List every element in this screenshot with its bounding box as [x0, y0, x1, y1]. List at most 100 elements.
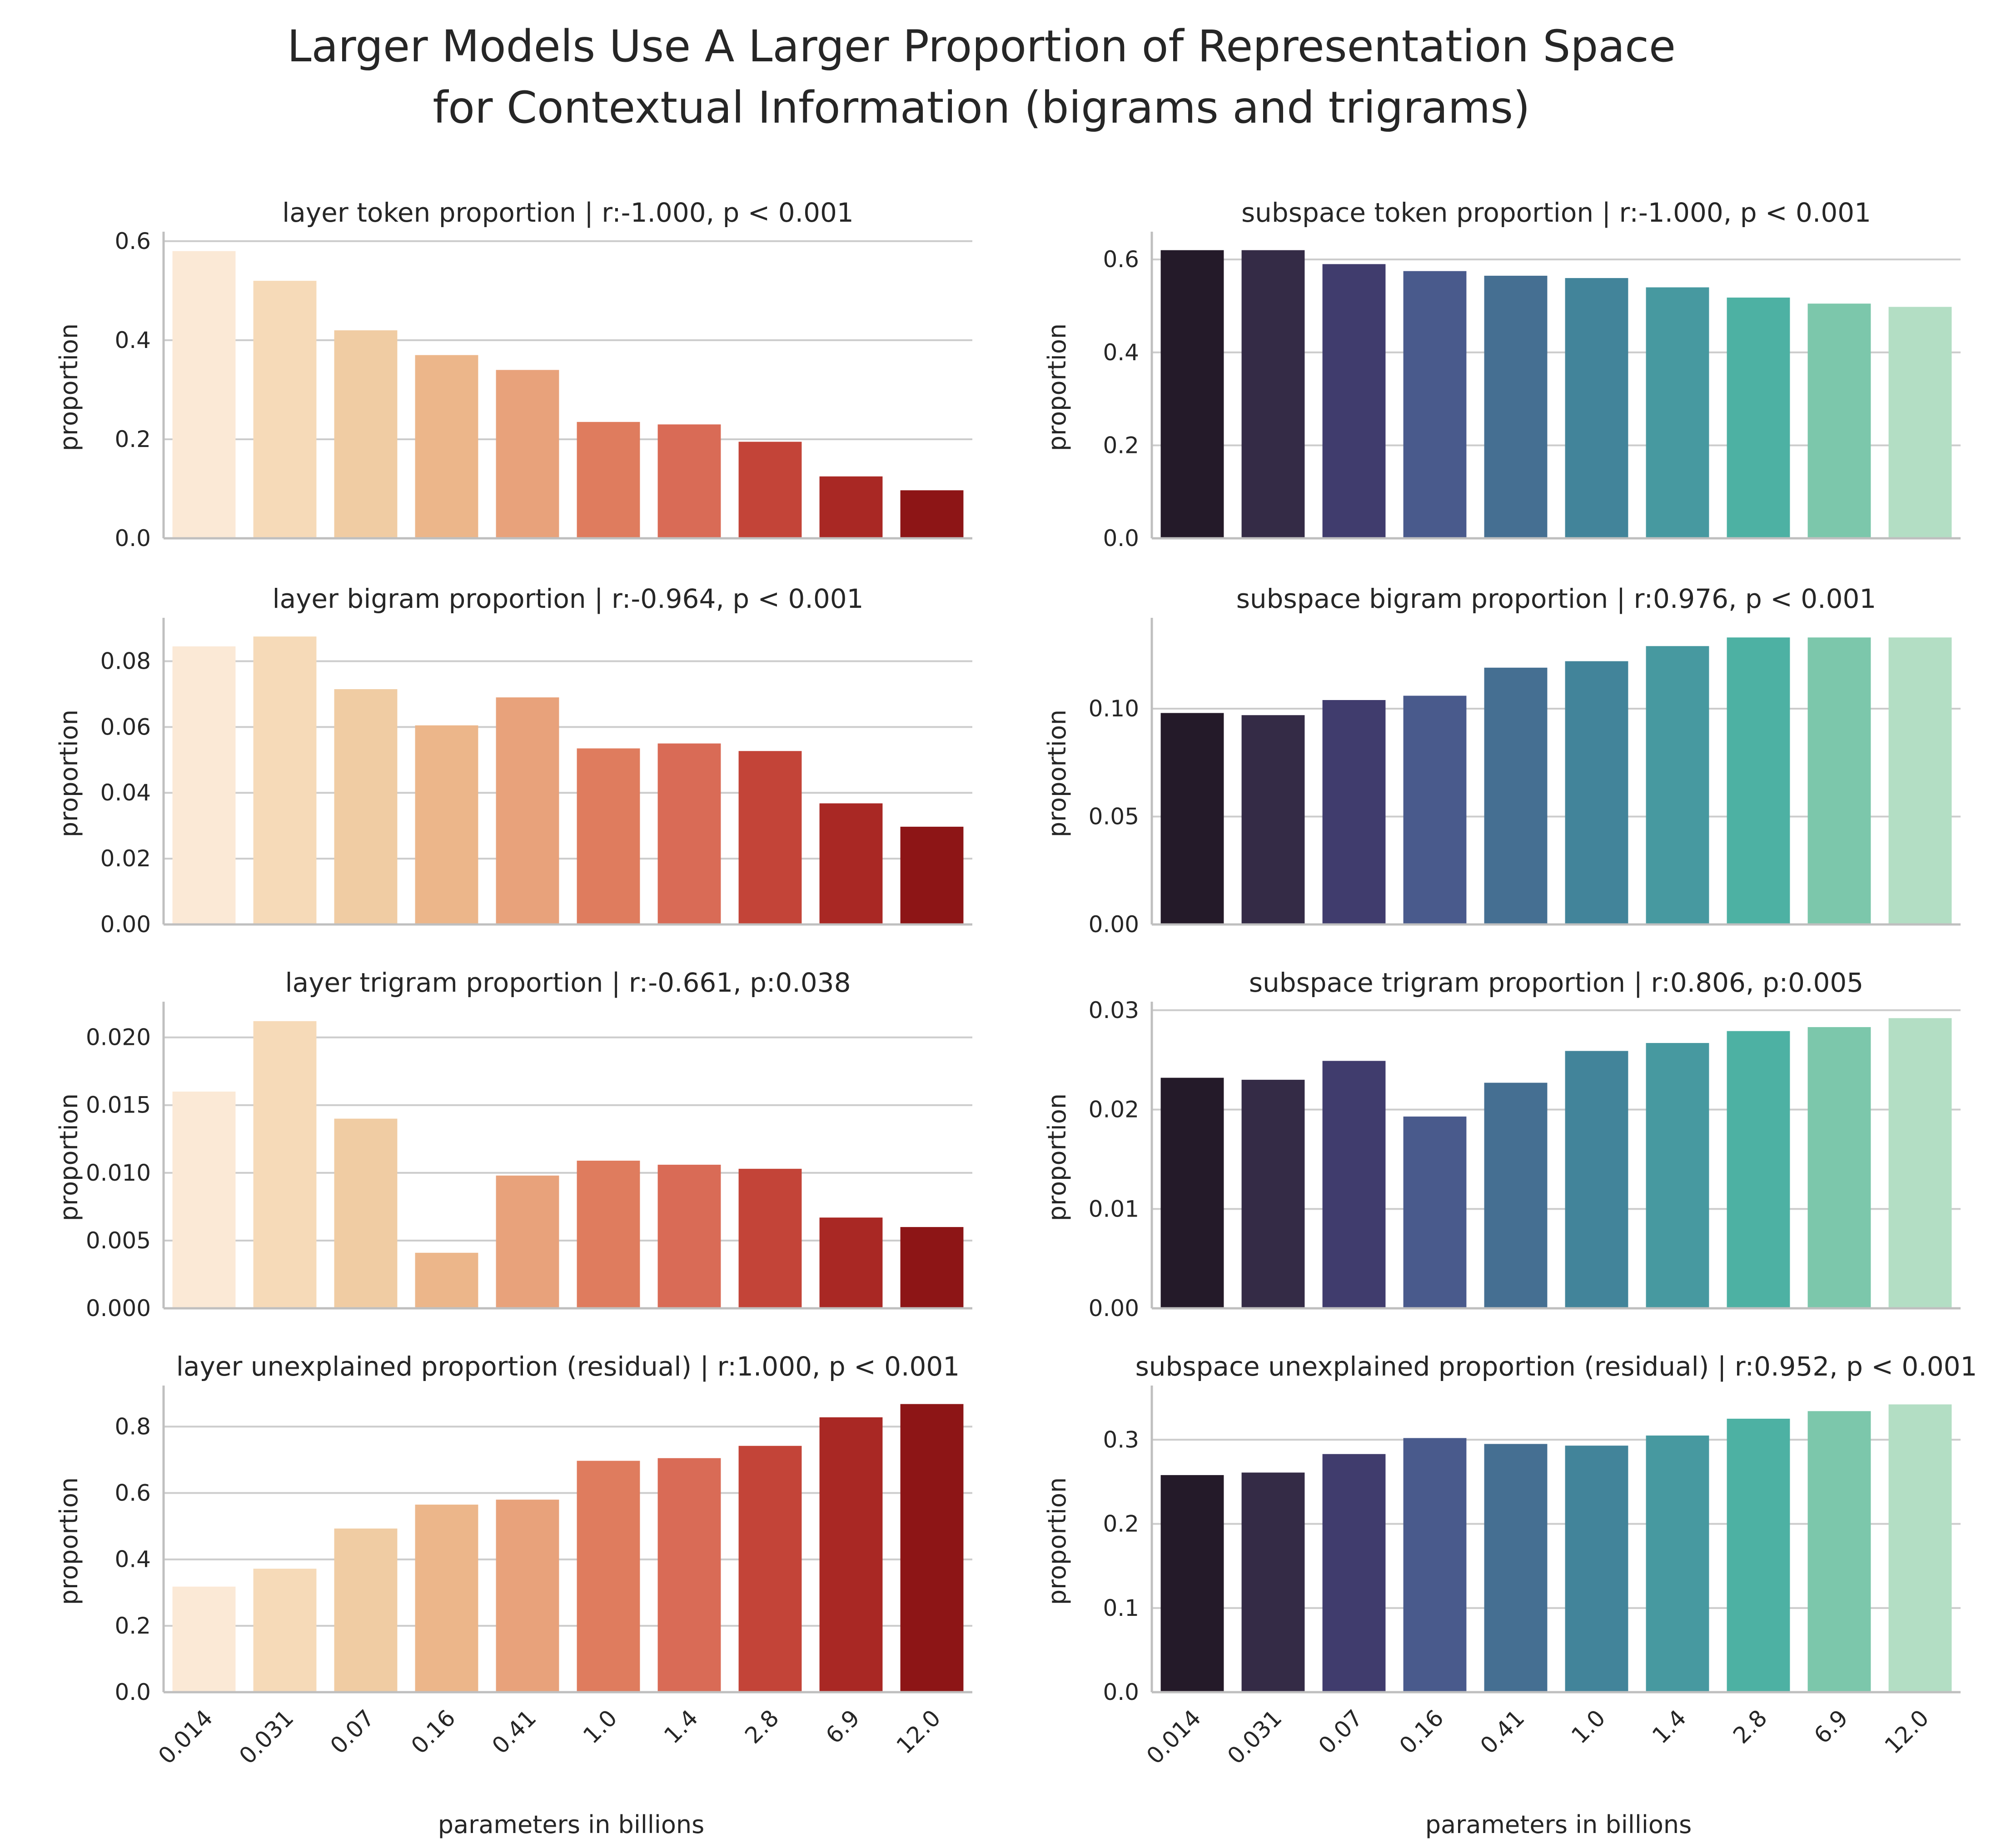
y-axis-label: proportion	[1043, 323, 1071, 451]
bar-layer-trigram-0.031	[253, 1021, 317, 1308]
bar-subspace-bigram-0.014	[1160, 713, 1224, 924]
x-tick-label: 12.0	[891, 1704, 946, 1759]
y-tick-label: 0.020	[86, 1024, 151, 1051]
bar-layer-trigram-0.41	[496, 1175, 559, 1308]
x-tick-label: 0.16	[406, 1704, 461, 1759]
x-tick-label: 12.0	[1880, 1704, 1934, 1759]
bar-layer-trigram-12.0	[900, 1227, 964, 1308]
y-tick-label: 0.015	[86, 1092, 151, 1118]
bar-layer-residual-2.8	[738, 1446, 802, 1692]
bar-layer-trigram-0.16	[415, 1252, 478, 1308]
bar-subspace-residual-0.031	[1241, 1472, 1305, 1692]
bar-subspace-trigram-0.41	[1484, 1083, 1548, 1308]
x-tick-label: 6.9	[821, 1704, 865, 1749]
bar-subspace-residual-0.07	[1322, 1454, 1386, 1692]
y-tick-label: 0.6	[114, 1480, 151, 1506]
x-tick-label: 0.031	[1222, 1704, 1287, 1769]
bar-layer-bigram-6.9	[819, 803, 883, 924]
x-tick-label: 0.16	[1394, 1704, 1449, 1759]
y-tick-label: 0.4	[114, 327, 151, 353]
bar-layer-token-1.4	[657, 424, 721, 538]
bar-subspace-trigram-0.07	[1322, 1061, 1386, 1308]
x-tick-label: 1.0	[1566, 1704, 1610, 1749]
y-tick-label: 0.010	[86, 1160, 151, 1186]
bar-layer-residual-12.0	[900, 1404, 964, 1692]
bar-subspace-bigram-0.41	[1484, 667, 1548, 924]
bar-layer-residual-6.9	[819, 1417, 883, 1692]
y-axis-label: proportion	[1043, 1477, 1071, 1605]
bar-subspace-token-6.9	[1807, 303, 1871, 538]
bar-subspace-token-0.031	[1241, 250, 1305, 538]
y-tick-label: 0.2	[1103, 1511, 1139, 1537]
bar-subspace-bigram-0.031	[1241, 715, 1305, 924]
bar-layer-residual-0.41	[496, 1500, 559, 1692]
y-tick-label: 0.06	[100, 714, 151, 740]
x-tick-label: 0.41	[1475, 1704, 1530, 1759]
bar-subspace-bigram-0.07	[1322, 700, 1386, 924]
bar-layer-residual-0.16	[415, 1505, 478, 1692]
bar-subspace-trigram-0.031	[1241, 1079, 1305, 1308]
bar-layer-token-0.014	[172, 251, 236, 538]
y-tick-label: 0.02	[100, 845, 151, 872]
y-tick-label: 0.00	[100, 911, 151, 938]
bar-subspace-residual-0.014	[1160, 1475, 1224, 1692]
figure-title-line-2: for Contextual Information (bigrams and …	[433, 82, 1530, 133]
y-tick-label: 0.03	[1089, 997, 1139, 1023]
bar-subspace-bigram-6.9	[1807, 637, 1871, 924]
bar-subspace-trigram-0.16	[1403, 1116, 1467, 1308]
bar-subspace-token-0.07	[1322, 264, 1386, 538]
bar-subspace-bigram-1.4	[1646, 646, 1709, 924]
y-tick-label: 0.6	[1103, 246, 1139, 273]
chart-title: subspace trigram proportion | r:0.806, p…	[1249, 967, 1863, 998]
y-tick-label: 0.0	[114, 1679, 151, 1705]
bar-layer-bigram-12.0	[900, 826, 964, 924]
chart-panel-layer-bigram: 0.00 0.02 0.04 0.06 0.08 layer bigram proport…	[55, 583, 972, 938]
y-axis-label: proportion	[55, 1093, 83, 1221]
x-tick-label: 0.41	[487, 1704, 542, 1759]
chart-title: layer token proportion | r:-1.000, p < 0…	[282, 197, 854, 228]
bar-layer-token-0.16	[415, 355, 478, 538]
chart-title: subspace bigram proportion | r:0.976, p …	[1236, 583, 1877, 614]
bar-layer-bigram-0.41	[496, 697, 559, 924]
x-tick-label: 0.014	[153, 1704, 218, 1769]
y-tick-label: 0.6	[114, 228, 151, 254]
x-tick-label: 2.8	[740, 1704, 784, 1749]
y-tick-label: 0.08	[100, 648, 151, 674]
bar-layer-residual-0.014	[172, 1586, 236, 1692]
chart-title: subspace token proportion | r:-1.000, p …	[1241, 197, 1871, 228]
bar-subspace-trigram-1.0	[1565, 1051, 1628, 1308]
y-axis-label: proportion	[55, 1477, 83, 1605]
bar-layer-residual-0.07	[334, 1528, 398, 1692]
x-tick-label: 1.4	[1647, 1704, 1691, 1749]
bar-subspace-trigram-12.0	[1888, 1018, 1952, 1308]
bar-subspace-residual-0.41	[1484, 1444, 1548, 1692]
bar-layer-trigram-0.014	[172, 1091, 236, 1308]
bar-layer-token-2.8	[738, 442, 802, 538]
bar-subspace-token-1.4	[1646, 287, 1709, 538]
y-tick-label: 0.4	[1103, 339, 1139, 366]
y-tick-label: 0.3	[1103, 1426, 1139, 1453]
bar-layer-residual-1.0	[577, 1461, 640, 1692]
bar-subspace-token-0.014	[1160, 250, 1224, 538]
y-tick-label: 0.04	[100, 780, 151, 806]
y-tick-label: 0.2	[1103, 432, 1139, 458]
x-tick-label: 6.9	[1809, 1704, 1853, 1749]
bar-layer-token-0.41	[496, 370, 559, 538]
y-axis-label: proportion	[1043, 1093, 1071, 1221]
y-tick-label: 0.10	[1089, 695, 1139, 722]
bar-subspace-trigram-1.4	[1646, 1043, 1709, 1308]
bar-subspace-residual-6.9	[1807, 1411, 1871, 1692]
bar-layer-trigram-2.8	[738, 1168, 802, 1308]
y-axis-label: proportion	[1043, 710, 1071, 837]
x-tick-label: 2.8	[1728, 1704, 1772, 1749]
bar-subspace-token-1.0	[1565, 278, 1628, 538]
bar-layer-bigram-0.16	[415, 725, 478, 924]
y-tick-label: 0.0	[114, 525, 151, 551]
bar-layer-bigram-1.4	[657, 743, 721, 924]
chart-panel-subspace-trigram: 0.00 0.01 0.02 0.03 subspace trigram proport…	[1043, 967, 1961, 1321]
bar-layer-token-6.9	[819, 476, 883, 538]
bar-layer-bigram-0.07	[334, 689, 398, 924]
x-tick-label: 1.0	[578, 1704, 622, 1749]
chart-title: layer trigram proportion | r:-0.661, p:0…	[285, 967, 851, 998]
x-tick-label: 0.014	[1141, 1704, 1206, 1769]
